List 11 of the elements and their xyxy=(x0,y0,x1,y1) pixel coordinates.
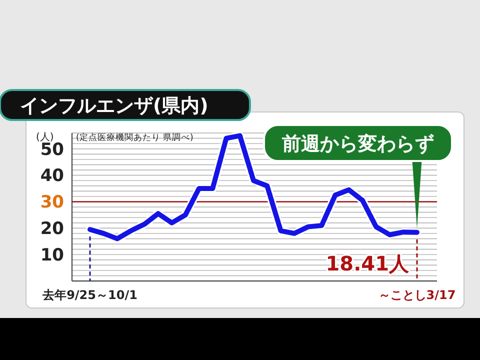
y-tick-label: 40 xyxy=(40,166,64,186)
y-tick-label: 10 xyxy=(40,246,64,266)
x-tick-label: 去年9/25～10/1 xyxy=(42,288,138,302)
x-tick-label: ～ことし3/17 xyxy=(378,288,456,302)
chart-title: インフルエンザ(県内) xyxy=(20,95,208,117)
y-tick-label: 30 xyxy=(40,192,64,213)
y-axis-title: (人) xyxy=(36,132,54,143)
y-tick-label: 20 xyxy=(40,219,64,240)
annotation: (定点医療機関あたり 県調べ) xyxy=(76,132,194,143)
annotation: 前週から変わらず xyxy=(281,133,434,155)
data-label: 18.41人 xyxy=(326,251,410,276)
